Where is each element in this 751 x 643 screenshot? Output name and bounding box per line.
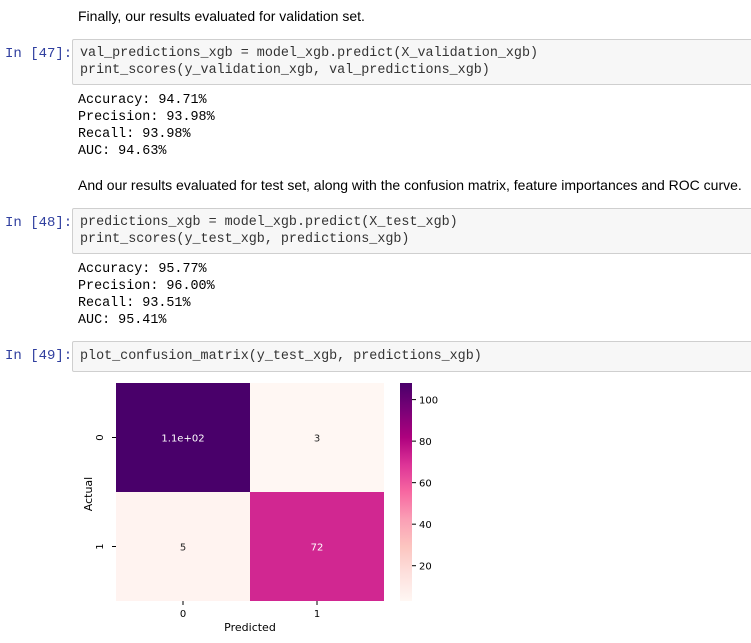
output-auc: AUC: 95.41% (78, 313, 167, 328)
colorbar (400, 383, 412, 601)
x-axis-label: Predicted (224, 621, 276, 634)
code-line: plot_confusion_matrix(y_test_xgb, predic… (80, 349, 482, 364)
y-tick-label: 0 (95, 434, 106, 440)
code-line: print_scores(y_validation_xgb, val_predi… (80, 63, 490, 78)
output-recall: Recall: 93.51% (78, 296, 191, 311)
colorbar-tick-label: 40 (419, 520, 432, 531)
colorbar-tick-label: 100 (419, 396, 438, 407)
code-line: print_scores(y_test_xgb, predictions_xgb… (80, 232, 410, 247)
output-recall: Recall: 93.98% (78, 127, 191, 142)
cell-label-0-1: 3 (314, 434, 320, 445)
heatmap-cell-0-0 (116, 383, 250, 492)
validation-intro-text: Finally, our results evaluated for valid… (78, 8, 365, 24)
cell-48-code-editor[interactable]: predictions_xgb = model_xgb.predict(X_te… (72, 208, 751, 254)
cell-48-prompt: In [48]: (5, 215, 73, 231)
colorbar-tick-label: 60 (419, 479, 432, 490)
output-precision: Precision: 93.98% (78, 110, 215, 125)
cell-47-prompt: In [47]: (5, 46, 73, 62)
output-accuracy: Accuracy: 94.71% (78, 93, 207, 108)
code-line: val_predictions_xgb = model_xgb.predict(… (80, 46, 539, 61)
cell-47-code-editor[interactable]: val_predictions_xgb = model_xgb.predict(… (72, 39, 751, 85)
heatmap-cell-0-1 (250, 383, 384, 492)
colorbar-tick-label: 80 (419, 437, 432, 448)
x-tick-label: 1 (314, 609, 320, 620)
colorbar-tick-label: 20 (419, 562, 432, 573)
heatmap-cell-1-0 (116, 492, 250, 601)
cell-label-1-1: 72 (311, 543, 324, 554)
y-tick-label: 1 (95, 543, 106, 549)
cell-label-0-0: 1.1e+02 (161, 434, 204, 445)
cell-49-code-editor[interactable]: plot_confusion_matrix(y_test_xgb, predic… (72, 341, 751, 372)
output-precision: Precision: 96.00% (78, 279, 215, 294)
cell-label-1-0: 5 (180, 543, 186, 554)
x-tick-label: 0 (180, 609, 186, 620)
cell-49-prompt: In [49]: (5, 348, 73, 364)
output-accuracy: Accuracy: 95.77% (78, 262, 207, 277)
output-auc: AUC: 94.63% (78, 144, 167, 159)
code-line: predictions_xgb = model_xgb.predict(X_te… (80, 215, 458, 230)
test-intro-text: And our results evaluated for test set, … (78, 177, 742, 193)
heatmap-cell-1-1 (250, 492, 384, 601)
y-axis-label: Actual (82, 477, 95, 511)
